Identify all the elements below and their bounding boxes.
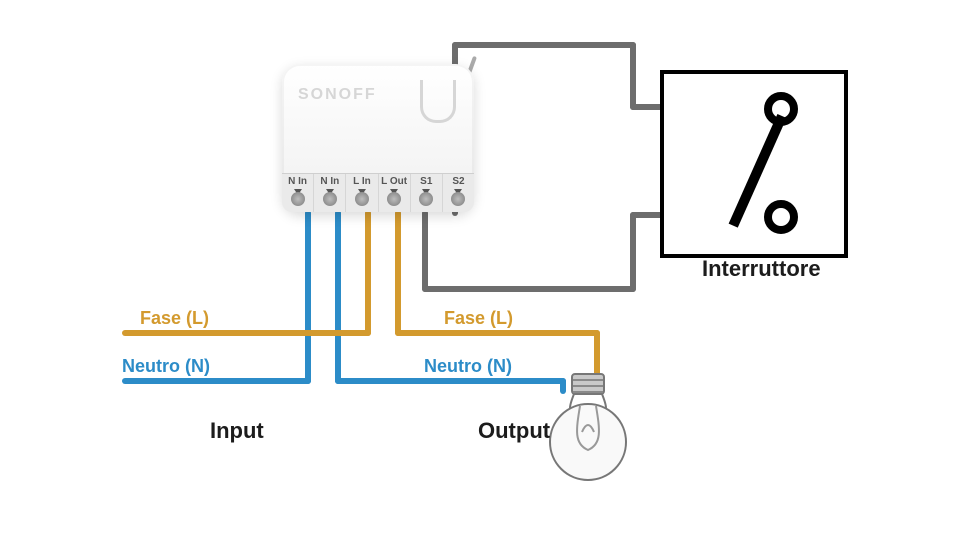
wire-s2-top-horizontal — [452, 42, 636, 48]
wiring-diagram: SONOFF N In N In L In L Out — [0, 0, 970, 546]
wire-s1-right-vertical — [630, 212, 636, 292]
sonoff-module: SONOFF N In N In L In L Out — [282, 64, 474, 212]
module-logo: SONOFF — [298, 86, 377, 104]
terminal-l-in: L In — [345, 174, 377, 212]
label-fase-out: Fase (L) — [444, 308, 513, 329]
wire-neutro-out-h — [335, 378, 566, 384]
label-output: Output — [478, 418, 550, 444]
module-loop-icon — [420, 80, 456, 123]
label-neutro-in: Neutro (N) — [122, 356, 210, 377]
wire-neutro-out-v — [335, 210, 341, 384]
wire-neutro-in-v — [305, 210, 311, 384]
label-input: Input — [210, 418, 264, 444]
terminal-screw-icon — [387, 192, 401, 206]
wire-s2-right-vertical — [630, 42, 636, 110]
switch-label: Interruttore — [702, 256, 821, 282]
terminal-s1: S1 — [410, 174, 442, 212]
label-neutro-out: Neutro (N) — [424, 356, 512, 377]
terminal-n-in-2: N In — [313, 174, 345, 212]
terminal-screw-icon — [419, 192, 433, 206]
wire-neutro-in-h — [122, 378, 311, 384]
terminal-label: S1 — [411, 176, 442, 187]
terminal-label: L In — [346, 176, 377, 187]
wire-s1-vertical-down — [422, 210, 428, 292]
lightbulb-icon — [540, 372, 636, 502]
terminal-label: N In — [282, 176, 313, 187]
terminal-l-out: L Out — [378, 174, 410, 212]
wire-fase-out-v — [395, 210, 401, 336]
wire-s1-bottom-horizontal — [422, 286, 636, 292]
wire-fase-in-v — [365, 210, 371, 336]
terminal-screw-icon — [291, 192, 305, 206]
terminal-label: S2 — [443, 176, 474, 187]
label-fase-in: Fase (L) — [140, 308, 209, 329]
terminal-screw-icon — [323, 192, 337, 206]
terminal-n-in-1: N In — [282, 174, 313, 212]
switch-node-bottom — [764, 200, 798, 234]
terminal-screw-icon — [451, 192, 465, 206]
terminal-strip: N In N In L In L Out S1 — [282, 173, 474, 212]
terminal-screw-icon — [355, 192, 369, 206]
terminal-label: L Out — [379, 176, 410, 187]
wire-fase-out-h — [395, 330, 600, 336]
terminal-label: N In — [314, 176, 345, 187]
terminal-s2: S2 — [442, 174, 474, 212]
switch-symbol — [660, 70, 848, 258]
wire-fase-in-h — [122, 330, 371, 336]
